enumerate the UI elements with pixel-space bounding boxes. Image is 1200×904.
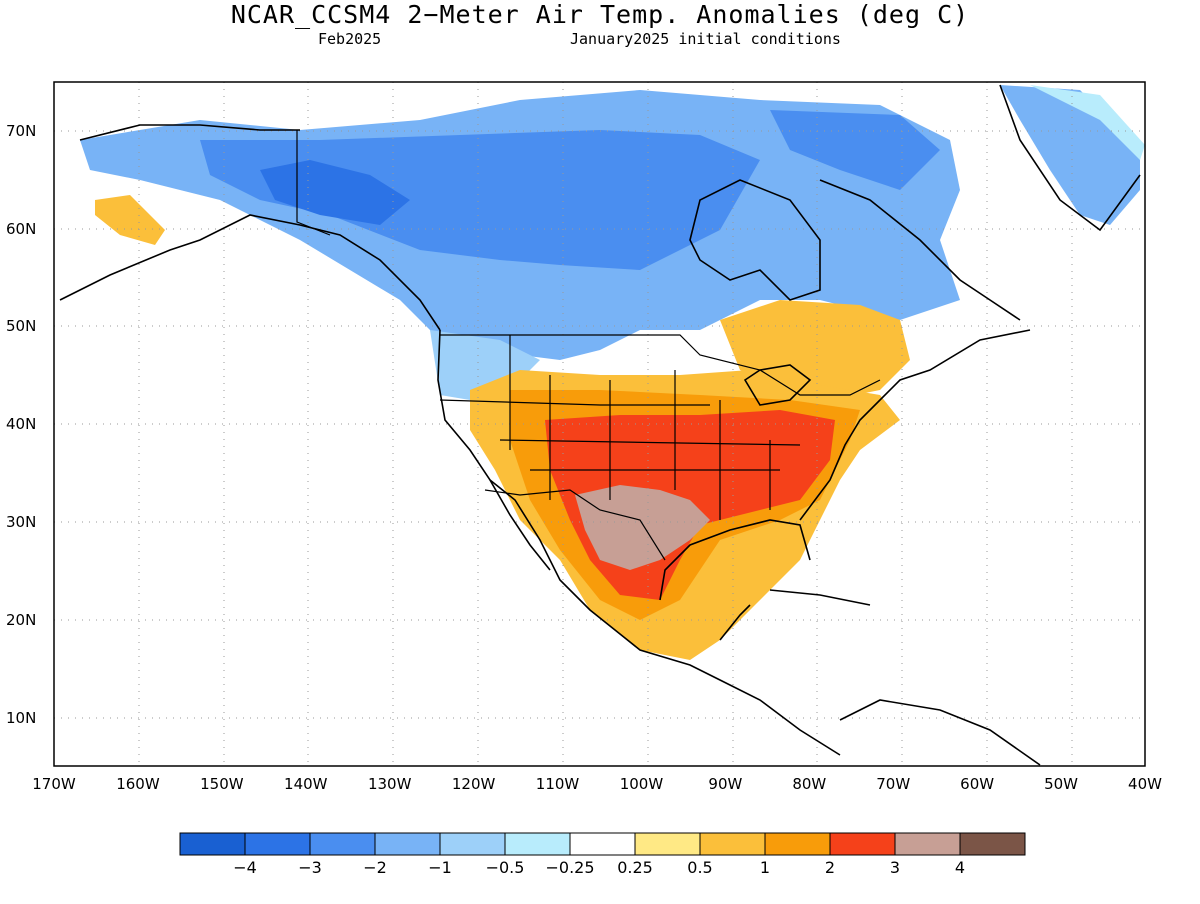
lon-label: 50W xyxy=(1044,775,1079,793)
cool-greenland-edge xyxy=(1030,85,1145,160)
lat-label: 70N xyxy=(6,122,37,140)
colorbar-tick-label: −1 xyxy=(428,858,452,877)
colorbar-tick-label: 2 xyxy=(824,858,836,877)
warm-alaska-sw xyxy=(95,195,165,245)
border-us-canada xyxy=(440,334,881,396)
coast-labrador xyxy=(819,179,1021,321)
coast-east-us xyxy=(799,329,1031,521)
lat-label: 60N xyxy=(6,220,37,238)
colorbar-tick-label: −0.25 xyxy=(545,858,595,877)
coast-cuba xyxy=(769,589,871,606)
lat-label: 10N xyxy=(6,709,37,727)
lon-label: 40W xyxy=(1128,775,1162,793)
colorbar-swatch xyxy=(179,832,246,856)
colorbar-swatch xyxy=(699,832,766,856)
lon-label: 130W xyxy=(367,775,412,793)
colorbar-swatch xyxy=(634,832,701,856)
lon-label: 120W xyxy=(451,775,496,793)
colorbar-tick-label: 3 xyxy=(889,858,901,877)
lon-label: 160W xyxy=(116,775,160,793)
border-us-mexico xyxy=(484,489,666,561)
coast-gulf xyxy=(659,519,811,601)
colorbar-tick-label: 0.5 xyxy=(687,858,713,877)
coast-alaska-north xyxy=(79,124,300,141)
forecast-month: Feb2025 xyxy=(318,30,382,48)
coast-west-us xyxy=(437,329,841,756)
colorbar-swatch xyxy=(764,832,831,856)
border-alaska-canada xyxy=(296,130,331,236)
colorbar-swatch xyxy=(309,832,376,856)
colorbar-tick-label: 4 xyxy=(954,858,966,877)
coast-yucatan xyxy=(719,604,751,641)
colorbar-swatch xyxy=(894,832,961,856)
colorbar-tick-label: −4 xyxy=(233,858,257,877)
lon-label: 170W xyxy=(32,775,76,793)
lon-label: 100W xyxy=(619,775,664,793)
coast-greenland xyxy=(999,84,1141,232)
map-title: NCAR_CCSM4 2−Meter Air Temp. Anomalies (… xyxy=(230,0,970,29)
colorbar-swatch xyxy=(829,832,896,856)
lon-label: 70W xyxy=(876,775,911,793)
colorbar-swatch xyxy=(244,832,311,856)
lat-label: 20N xyxy=(6,611,37,629)
borders xyxy=(296,130,881,561)
lon-label: 110W xyxy=(535,775,580,793)
lat-label: 50N xyxy=(6,317,37,335)
colorbar-tick-label: −2 xyxy=(363,858,387,877)
coast-hudson-bay xyxy=(689,179,821,301)
lon-label: 140W xyxy=(284,775,328,793)
colorbar-swatch xyxy=(959,832,1026,856)
border-states-2 xyxy=(439,399,801,471)
lat-label: 40N xyxy=(6,415,37,433)
colorbar-tick-label: −3 xyxy=(298,858,322,877)
lat-label: 30N xyxy=(6,513,37,531)
border-states-1 xyxy=(509,335,771,520)
colorbar-swatch xyxy=(374,832,441,856)
coast-south-america xyxy=(839,699,1041,766)
colorbar-swatch xyxy=(504,832,571,856)
colorbar-swatch xyxy=(569,832,636,856)
lon-label: 90W xyxy=(708,775,743,793)
colorbar-tick-label: 0.25 xyxy=(617,858,653,877)
coast-alaska xyxy=(59,214,441,331)
extreme-texas xyxy=(575,485,710,570)
initial-conditions: January2025 initial conditions xyxy=(570,30,841,48)
lon-label: 150W xyxy=(200,775,244,793)
colorbar-swatch xyxy=(439,832,506,856)
colorbar xyxy=(179,832,1026,856)
colorbar-tick-label: −0.5 xyxy=(485,858,525,877)
cold-hudson xyxy=(770,110,940,190)
lon-label: 60W xyxy=(960,775,995,793)
lon-label: 80W xyxy=(792,775,827,793)
colorbar-tick-label: 1 xyxy=(759,858,771,877)
coast-baja xyxy=(489,479,551,571)
map-frame xyxy=(53,81,1146,767)
cold-core-canada xyxy=(200,130,760,270)
